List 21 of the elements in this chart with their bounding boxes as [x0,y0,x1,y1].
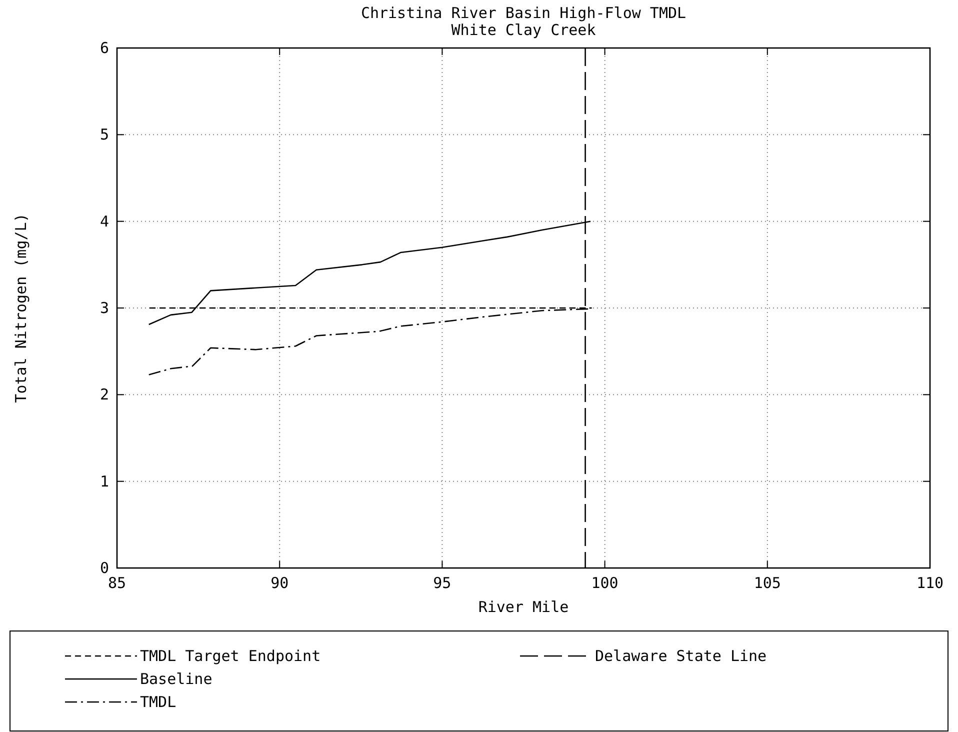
y-tick-label: 6 [100,39,109,57]
x-tick-label: 85 [108,574,126,592]
legend-label: Baseline [140,670,212,688]
chart-title: Christina River Basin High-Flow TMDL [360,4,686,22]
y-axis-title: Total Nitrogen (mg/L) [12,213,30,403]
y-tick-label: 4 [100,212,109,230]
chart-subtitle: White Clay Creek [451,21,596,39]
y-tick-label: 3 [100,299,109,317]
x-tick-label: 100 [591,574,618,592]
y-tick-label: 5 [100,126,109,144]
x-axis-title: River Mile [478,598,569,616]
x-tick-label: 110 [916,574,944,592]
legend-label: TMDL [140,693,176,711]
y-tick-label: 2 [100,386,109,404]
legend-label: TMDL Target Endpoint [140,647,321,665]
y-tick-label: 0 [100,559,109,577]
x-tick-label: 105 [754,574,781,592]
x-tick-label: 95 [433,574,452,592]
legend-label: Delaware State Line [595,647,767,665]
x-tick-label: 90 [270,574,289,592]
y-tick-label: 1 [100,472,109,490]
